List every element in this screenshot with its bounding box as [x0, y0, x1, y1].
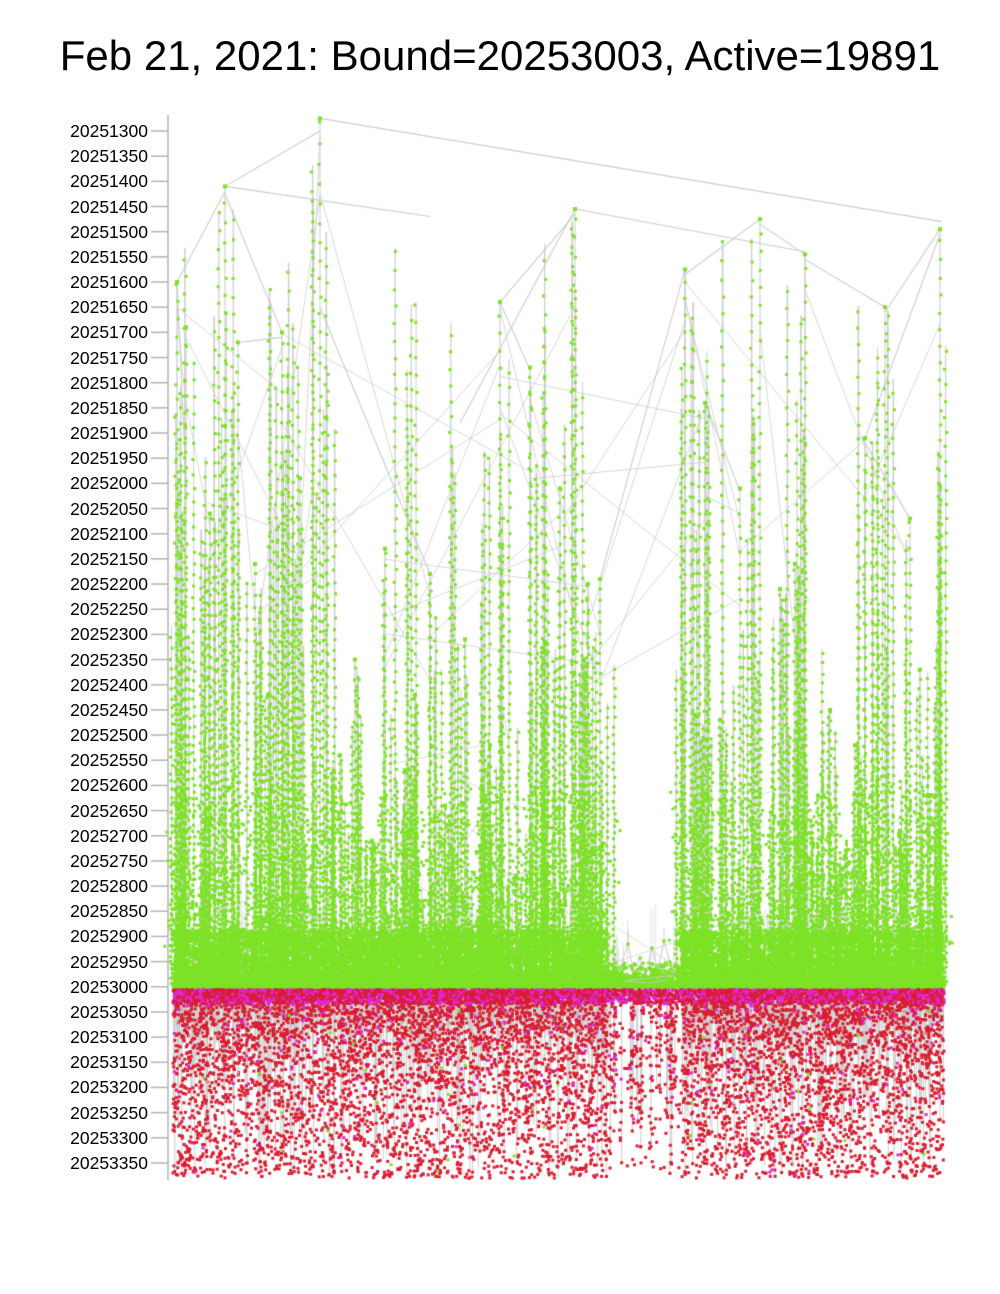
tree-scatter-canvas [0, 0, 1000, 1294]
branch-and-bound-tree-figure: Feb 21, 2021: Bound=20253003, Active=198… [0, 0, 1000, 1294]
